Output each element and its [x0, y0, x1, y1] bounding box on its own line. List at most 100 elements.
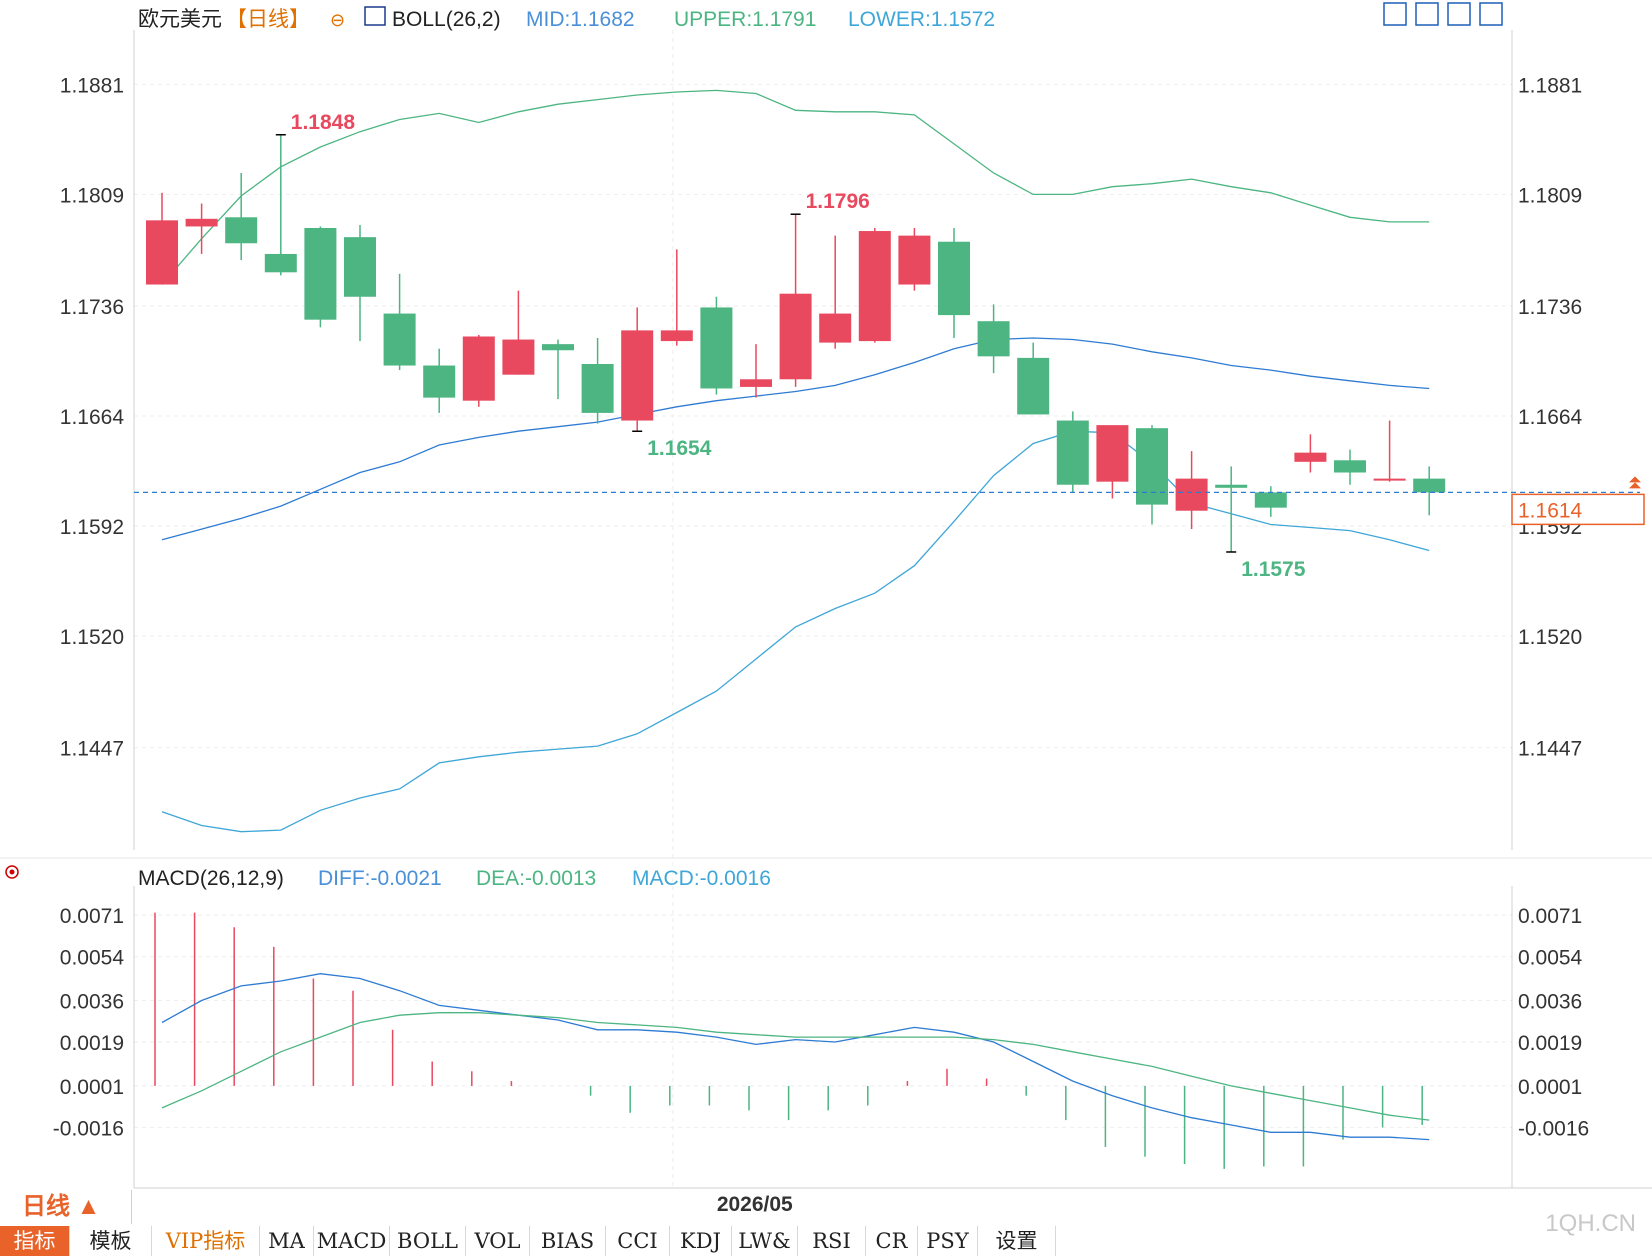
tab-9[interactable]: KDJ [670, 1226, 732, 1256]
y-tick-right: 1.1809 [1518, 184, 1582, 207]
macd-y-tick-right: 0.0071 [1518, 905, 1582, 928]
y-tick-right: 1.1520 [1518, 626, 1582, 649]
candle-body [740, 379, 772, 387]
zoom-icon[interactable]: ⊖ [330, 10, 345, 30]
macd-histogram [154, 912, 1423, 1169]
y-tick-left: 1.1736 [60, 296, 124, 319]
y-tick-left: 1.1520 [60, 626, 124, 649]
candle-body [1175, 478, 1208, 511]
macd-diff-value: DIFF:-0.0021 [318, 867, 442, 890]
macd-y-tick-right: 0.0019 [1518, 1032, 1582, 1055]
macd-y-tick-left: 0.0054 [60, 947, 125, 970]
y-tick-right: 1.1664 [1518, 406, 1583, 429]
layout-grid-icon[interactable] [1383, 2, 1407, 26]
tab-5[interactable]: BOLL [390, 1226, 466, 1256]
tab-12[interactable]: CR [866, 1226, 918, 1256]
candle-body [660, 330, 693, 342]
tab-14[interactable]: 设置 [978, 1226, 1056, 1256]
boll-indicator-icon[interactable] [364, 6, 386, 26]
macd-label: MACD(26,12,9) [138, 867, 284, 890]
annotation-label: 1.1796 [806, 190, 870, 213]
candle-body [1017, 357, 1050, 415]
y-tick-right: 1.1881 [1518, 74, 1582, 97]
macd-y-tick-left: -0.0016 [53, 1117, 124, 1140]
candle-body [858, 231, 891, 342]
last-price-label: 1.1614 [1518, 499, 1583, 522]
candle-body [898, 235, 931, 285]
candle-body [1096, 425, 1129, 482]
bollinger-bands [161, 89, 1430, 833]
macd-y-tick-right: 0.0054 [1518, 947, 1583, 970]
tab-2[interactable]: VIP指标 [152, 1226, 260, 1256]
candle-body [1056, 420, 1089, 485]
period-tag[interactable]: 【日线】 [226, 8, 310, 31]
candle-body [1413, 478, 1446, 493]
y-tick-left: 1.1881 [60, 74, 124, 97]
candle-body [502, 339, 535, 375]
candle-body [423, 365, 456, 398]
annotation-label: 1.1848 [291, 111, 356, 134]
last-price-box [1511, 493, 1645, 526]
skip-end-icon[interactable] [1479, 2, 1503, 26]
candle-body [779, 293, 812, 380]
candle-body [1373, 478, 1406, 481]
macd-y-tick-right: 0.0001 [1518, 1076, 1582, 1099]
macd-lines [161, 973, 1430, 1141]
macd-y-tick-left: 0.0001 [60, 1076, 124, 1099]
macd-dif-line [161, 973, 1430, 1141]
macd-y-tick-right: 0.0036 [1518, 991, 1582, 1014]
macd-y-tick-left: 0.0036 [60, 991, 124, 1014]
boll-lower-line [161, 430, 1430, 833]
tab-10[interactable]: LW& [732, 1226, 798, 1256]
candle-body [1294, 452, 1327, 462]
candle-body [344, 237, 376, 297]
watermark: 1QH.CN [1545, 1210, 1636, 1237]
macd-dea-line [161, 1012, 1430, 1121]
period-selector[interactable]: 日线 ▲ [0, 1190, 132, 1224]
y-tick-left: 1.1592 [60, 516, 124, 539]
sub-panel-settings-icon[interactable] [5, 865, 19, 879]
macd-dea-value: DEA:-0.0013 [476, 867, 596, 890]
tab-3[interactable]: MA [260, 1226, 314, 1256]
boll-upper-value: UPPER:1.1791 [674, 8, 816, 31]
candle-body [304, 227, 337, 320]
candle-body [264, 253, 297, 273]
toolbar-icons [1383, 2, 1503, 26]
boll-upper-line [161, 89, 1430, 285]
y-tick-left: 1.1664 [60, 406, 125, 429]
candle-body [1215, 484, 1248, 488]
tab-4[interactable]: MACD [314, 1226, 390, 1256]
candle-body [185, 218, 218, 227]
candle-body [700, 307, 733, 389]
candle-body [225, 217, 258, 244]
x-axis-date-label: 2026/05 [717, 1193, 793, 1216]
macd-axes: 0.0071 0.0071 0.0054 0.0054 0.0036 0.0036 0.00… [53, 886, 1589, 1188]
zoom-fit-icon[interactable] [1415, 2, 1439, 26]
indicator-tab-bar: 指标 模板 VIP指标 MA MACD BOLL VOL BIAS CCI KDJ LW& RSI CR… [0, 1226, 1652, 1258]
candle-body [383, 313, 416, 366]
macd-y-tick-left: 0.0071 [60, 905, 124, 928]
candle-body [819, 313, 852, 343]
y-tick-left: 1.1447 [60, 738, 124, 761]
y-tick-right: 1.1736 [1518, 296, 1582, 319]
candle-body [542, 344, 574, 351]
tab-6[interactable]: VOL [466, 1226, 530, 1256]
macd-y-tick-left: 0.0019 [60, 1032, 124, 1055]
boll-label: BOLL(26,2) [392, 8, 501, 31]
tab-8[interactable]: CCI [606, 1226, 670, 1256]
price-annotations: 1.1848 1.1796 1.1654 1.1575 [275, 111, 1306, 581]
tab-1[interactable]: 模板 [70, 1226, 152, 1256]
candle-body [977, 321, 1010, 357]
candle-body [1136, 428, 1168, 505]
tab-11[interactable]: RSI [798, 1226, 866, 1256]
annotation-label: 1.1575 [1241, 558, 1306, 581]
play-forward-icon[interactable] [1447, 2, 1471, 26]
tab-0[interactable]: 指标 [0, 1226, 70, 1256]
tab-13[interactable]: PSY [918, 1226, 978, 1256]
boll-mid-line [161, 337, 1430, 541]
main-grid [134, 30, 1512, 1188]
tab-7[interactable]: BIAS [530, 1226, 606, 1256]
candle-body [1254, 492, 1287, 508]
boll-mid-value: MID:1.1682 [526, 8, 635, 31]
